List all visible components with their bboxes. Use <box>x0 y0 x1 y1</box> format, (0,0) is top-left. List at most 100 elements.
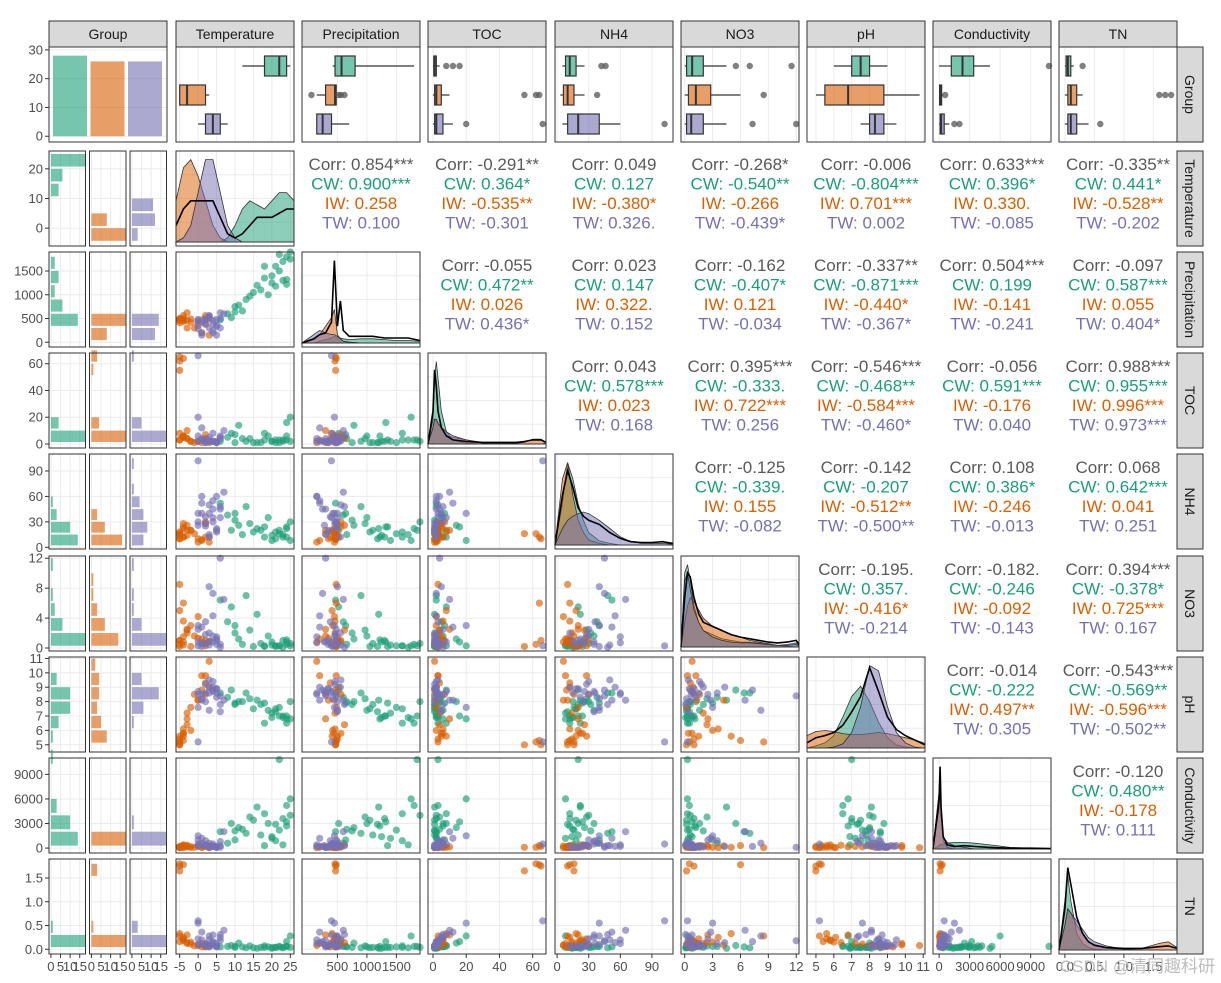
histogram-bar-tw <box>131 483 134 495</box>
scatter-point-iw <box>322 931 330 939</box>
box-outlier-iw <box>942 91 949 99</box>
scatter-point-tw <box>194 457 202 465</box>
scatter-point-iw <box>817 861 825 869</box>
histogram-subpanel-cw <box>48 656 86 753</box>
scatter-point-cw <box>227 603 235 611</box>
scatter-point-tw <box>878 842 886 850</box>
row-strip-temperature <box>1176 150 1204 247</box>
scatter-point-cw <box>260 523 269 531</box>
column-strip-temperature <box>175 20 295 48</box>
x-axis-tick-label: 500 <box>327 959 349 974</box>
scatter-point-iw <box>179 725 187 733</box>
histogram-subpanel-border <box>129 757 167 854</box>
x-axis-tick-label: 9000 <box>1016 959 1045 974</box>
scatter-point-tw <box>449 834 457 842</box>
correlation-group-text: TW: 0.404* <box>1076 315 1161 334</box>
scatter-point-tw <box>339 595 347 604</box>
scatter-point-tw <box>432 687 440 696</box>
bar-count-iw <box>90 61 125 137</box>
x-axis-tick-label: 1.0 <box>1115 959 1133 974</box>
x-axis-tick-label: 15 <box>113 959 127 974</box>
histogram-bar-iw <box>91 228 126 241</box>
row-strip-label-tn: TN <box>1182 897 1198 916</box>
correlation-group-text: IW: -0.092 <box>953 599 1031 618</box>
scatter-point-cw <box>257 286 265 294</box>
scatter-point-iw <box>333 735 341 743</box>
histogram-bar-cw <box>50 153 86 167</box>
histogram-bar-iw <box>91 658 96 671</box>
scatter-point-iw <box>176 314 184 323</box>
scatter-point-tw <box>194 940 202 949</box>
scatter-point-tw <box>339 828 347 836</box>
scatter-point-tw <box>696 842 704 851</box>
y-axis-tick-label: 11 <box>30 651 44 666</box>
scatter-point-iw <box>330 613 338 621</box>
y-axis-tick-label: 0.5 <box>25 918 43 933</box>
panel-density-temperature <box>174 150 295 247</box>
panel-temperature-group <box>48 150 167 247</box>
density-line-total <box>427 369 547 445</box>
scatter-point-tw <box>331 941 339 949</box>
scatter-point-tw <box>682 700 690 709</box>
correlation-group-text: TW: 0.973*** <box>1069 416 1167 435</box>
scatter-point-cw <box>357 503 365 511</box>
correlation-group-text: IW: 0.055 <box>1082 295 1154 314</box>
correlation-overall-text: Corr: 0.395*** <box>688 357 793 376</box>
box-iqr-tw <box>316 113 333 135</box>
scatter-point-tw <box>566 629 574 637</box>
column-strip-label-conductivity: Conductivity <box>954 26 1030 42</box>
box-iqr-tw <box>939 113 945 135</box>
scatter-point-tw <box>432 521 440 529</box>
scatter-point-tw <box>616 639 624 647</box>
scatter-point-tw <box>313 936 321 944</box>
scatter-point-cw <box>683 820 691 828</box>
scatter-point-cw <box>375 439 383 447</box>
scatter-point-tw <box>432 677 440 686</box>
scatter-point-cw <box>410 942 418 951</box>
correlation-cell-no3-tn: Corr: 0.394***CW: -0.378*IW: 0.725***TW:… <box>1066 560 1171 638</box>
scatter-point-cw <box>275 826 283 834</box>
panel-scatter-conductivity-temperature <box>175 756 295 854</box>
histogram-bar-iw <box>91 687 100 700</box>
scatter-point-tw <box>340 700 349 709</box>
scatter-point-tw <box>858 919 867 927</box>
y-axis-tick-label: 5 <box>36 737 43 752</box>
scatter-point-tw <box>320 437 328 445</box>
scatter-point-tw <box>855 839 863 847</box>
scatter-point-iw <box>431 657 439 665</box>
scatter-point-tw <box>604 842 612 850</box>
scatter-point-iw <box>331 725 339 733</box>
scatter-point-tw <box>595 706 603 714</box>
box-outlier-cw <box>1079 62 1086 70</box>
scatter-point-cw <box>286 413 294 421</box>
scatter-point-tw <box>201 320 210 328</box>
scatter-point-tw <box>449 928 457 936</box>
scatter-point-tw <box>590 640 598 648</box>
scatter-point-tw <box>757 706 765 714</box>
row-strip-label-nh4: NH4 <box>1182 487 1198 515</box>
scatter-point-tw <box>194 352 202 360</box>
histogram-bar-tw <box>131 687 159 700</box>
scatter-point-cw <box>369 700 377 709</box>
correlation-group-text: IW: 0.725*** <box>1072 599 1165 618</box>
correlation-group-text: IW: -0.535** <box>441 194 533 213</box>
scatter-point-tw <box>194 687 202 696</box>
scatter-point-tw <box>608 834 616 842</box>
box-outlier-iw <box>1167 91 1175 99</box>
scatter-point-cw <box>272 820 280 828</box>
correlation-group-text: TW: -0.143 <box>950 619 1034 638</box>
scatter-point-iw <box>176 867 184 875</box>
scatter-point-tw <box>316 424 324 432</box>
scatter-point-tw <box>340 503 349 511</box>
correlation-group-text: IW: 0.041 <box>1082 497 1154 516</box>
scatter-point-cw <box>867 803 876 811</box>
scatter-point-tw <box>449 623 457 631</box>
scatter-point-cw <box>398 810 406 818</box>
scatter-point-cw <box>375 803 383 811</box>
box-outlier-cw <box>449 62 457 70</box>
histogram-bar-cw <box>50 815 71 830</box>
y-axis-tick-label: 500 <box>21 311 43 326</box>
panel-density-no3 <box>680 555 800 652</box>
